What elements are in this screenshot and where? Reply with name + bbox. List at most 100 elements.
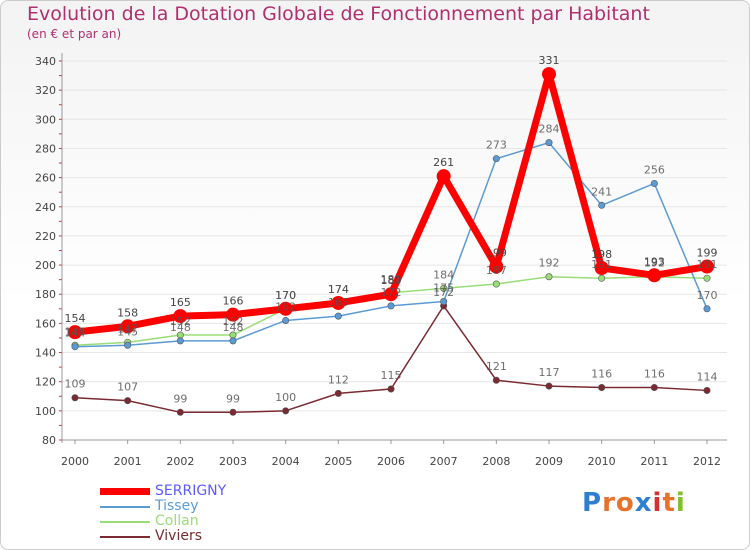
y-tick-label: 120 <box>35 376 56 389</box>
data-point <box>704 306 710 312</box>
data-label: 121 <box>486 360 507 373</box>
data-label: 199 <box>486 247 507 260</box>
data-label: 170 <box>275 289 296 302</box>
x-tick-label: 2003 <box>219 455 247 468</box>
data-label: 284 <box>539 123 560 136</box>
data-label: 147 <box>117 322 138 335</box>
legend-label-viviers: Viviers <box>155 528 202 544</box>
data-label: 331 <box>539 54 560 67</box>
x-tick-label: 2011 <box>640 455 668 468</box>
y-tick-label: 140 <box>35 347 56 360</box>
data-point <box>546 383 552 389</box>
x-tick-label: 2008 <box>482 455 510 468</box>
x-tick-label: 2001 <box>114 455 142 468</box>
data-point <box>647 268 661 282</box>
x-tick-label: 2012 <box>693 455 721 468</box>
data-point <box>493 377 499 383</box>
data-label: 184 <box>433 268 454 281</box>
data-label: 170 <box>697 289 718 302</box>
data-label: 162 <box>275 300 296 313</box>
y-tick-label: 180 <box>35 288 56 301</box>
data-label: 192 <box>539 257 560 270</box>
y-tick-label: 240 <box>35 201 56 214</box>
data-point <box>651 384 657 390</box>
data-point <box>493 155 499 161</box>
data-point <box>124 397 130 403</box>
data-label: 187 <box>486 264 507 277</box>
data-point <box>177 338 183 344</box>
x-tick-label: 2005 <box>324 455 352 468</box>
y-tick-label: 160 <box>35 317 56 330</box>
legend-label-tissey: Tissey <box>155 498 199 514</box>
y-tick-label: 200 <box>35 259 56 272</box>
legend-item-viviers[interactable]: Viviers <box>100 529 300 544</box>
data-point <box>546 274 552 280</box>
data-label: 261 <box>433 156 454 169</box>
legend-item-serrigny[interactable]: SERRIGNY <box>100 484 300 499</box>
legend-swatch-serrigny <box>100 488 150 495</box>
y-tick-label: 300 <box>35 113 56 126</box>
data-label: 256 <box>644 163 665 176</box>
data-label: 165 <box>170 296 191 309</box>
data-label: 166 <box>223 295 244 308</box>
data-label: 158 <box>117 306 138 319</box>
data-label: 273 <box>486 139 507 152</box>
data-point <box>335 313 341 319</box>
legend-swatch-tissey <box>100 506 150 508</box>
x-tick-label: 2002 <box>166 455 194 468</box>
data-label: 114 <box>697 370 718 383</box>
data-point <box>598 275 604 281</box>
data-label: 115 <box>381 369 402 382</box>
legend-item-tissey[interactable]: Tissey <box>100 499 300 514</box>
data-label: 191 <box>697 258 718 271</box>
data-label: 100 <box>275 391 296 404</box>
data-label: 172 <box>381 286 402 299</box>
data-label: 112 <box>328 373 349 386</box>
data-point <box>704 275 710 281</box>
data-label: 172 <box>433 286 454 299</box>
data-label: 107 <box>117 381 138 394</box>
data-point <box>651 180 657 186</box>
data-label: 192 <box>644 257 665 270</box>
data-point <box>546 139 552 145</box>
data-point <box>230 409 236 415</box>
data-label: 99 <box>173 392 187 405</box>
y-tick-label: 100 <box>35 405 56 418</box>
data-point <box>388 303 394 309</box>
x-tick-label: 2006 <box>377 455 405 468</box>
data-point <box>177 409 183 415</box>
line-chart: 8010012014016018020022024026028030032034… <box>0 0 750 550</box>
data-label: 181 <box>381 273 402 286</box>
data-label: 154 <box>65 312 86 325</box>
data-point <box>230 338 236 344</box>
data-point <box>72 344 78 350</box>
data-point <box>388 386 394 392</box>
data-point <box>598 384 604 390</box>
legend-swatch-viviers <box>100 536 150 538</box>
x-tick-label: 2007 <box>430 455 458 468</box>
y-tick-label: 220 <box>35 230 56 243</box>
data-label: 165 <box>328 296 349 309</box>
data-point <box>282 408 288 414</box>
data-label: 116 <box>644 368 665 381</box>
logo-letter: r <box>602 488 616 518</box>
legend-label-collan: Collan <box>155 513 199 529</box>
logo-letter: x <box>635 488 653 518</box>
proxiti-logo[interactable]: Proxiti <box>582 488 686 518</box>
data-label: 174 <box>328 283 349 296</box>
legend-item-collan[interactable]: Collan <box>100 514 300 529</box>
data-label: 152 <box>223 315 244 328</box>
data-point <box>440 298 446 304</box>
data-label: 152 <box>170 315 191 328</box>
y-tick-label: 320 <box>35 84 56 97</box>
data-label: 241 <box>591 185 612 198</box>
data-point <box>542 67 556 81</box>
data-point <box>282 317 288 323</box>
data-label: 99 <box>226 392 240 405</box>
logo-letter: t <box>662 488 675 518</box>
data-label: 109 <box>65 378 86 391</box>
x-tick-label: 2004 <box>272 455 300 468</box>
data-point <box>493 281 499 287</box>
data-point <box>704 387 710 393</box>
data-point <box>437 169 451 183</box>
